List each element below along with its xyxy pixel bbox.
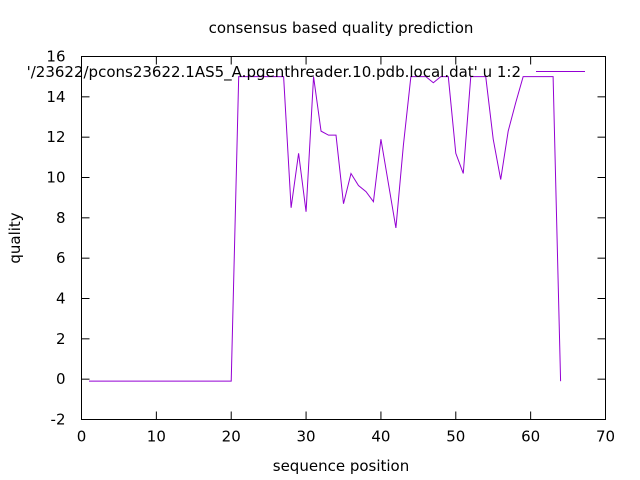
y-tick-label: 16 — [46, 48, 65, 66]
y-tick-label: 2 — [56, 330, 66, 348]
y-tick-label: 10 — [46, 169, 65, 187]
x-tick-label: 40 — [371, 428, 390, 446]
chart-title: consensus based quality prediction — [209, 19, 474, 37]
plot-frame — [81, 56, 606, 420]
x-tick-label: 50 — [446, 428, 465, 446]
legend-label: '/23622/pcons23622.1AS5_A.pgenthreader.1… — [27, 63, 521, 82]
y-tick-label: 8 — [56, 209, 66, 227]
x-tick-label: 30 — [297, 428, 316, 446]
x-tick-label: 60 — [521, 428, 540, 446]
y-tick-label: 4 — [56, 290, 66, 308]
series-line — [88, 76, 562, 382]
y-tick-label: -2 — [51, 411, 66, 429]
x-tick-label: 0 — [77, 428, 87, 446]
y-tick-label: 14 — [46, 88, 65, 106]
y-tick-label: 0 — [56, 370, 66, 388]
legend: '/23622/pcons23622.1AS5_A.pgenthreader.1… — [27, 63, 585, 82]
y-axis-label: quality — [6, 212, 24, 263]
x-tick-label: 10 — [147, 428, 166, 446]
y-tick-label: 12 — [46, 128, 65, 146]
x-axis-label: sequence position — [273, 457, 409, 475]
x-tick-label: 20 — [222, 428, 241, 446]
x-axis-ticks: 0 10 20 30 40 50 60 70 — [77, 56, 615, 446]
y-axis-ticks: -2 0 2 4 6 8 10 12 14 16 — [46, 48, 606, 429]
y-tick-label: 6 — [56, 249, 66, 267]
plot-area — [88, 76, 562, 382]
x-tick-label: 70 — [596, 428, 615, 446]
